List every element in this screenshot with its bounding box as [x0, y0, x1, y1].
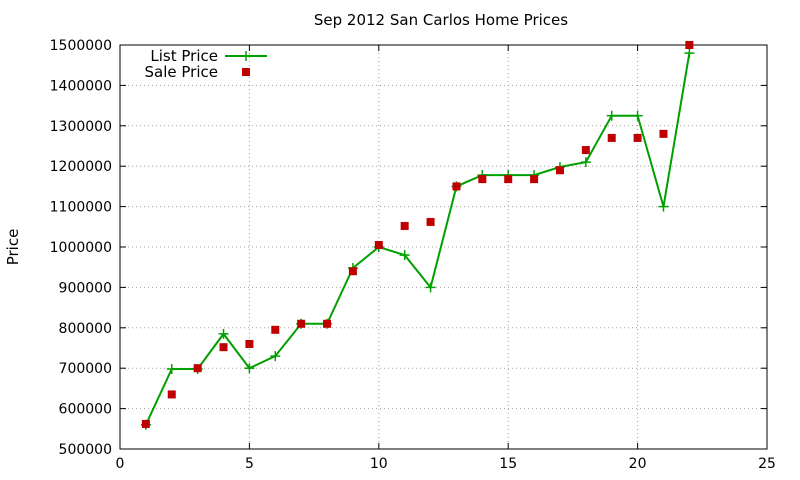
- data-point: [166, 364, 177, 375]
- data-point: [348, 267, 357, 276]
- plot-border: [119, 44, 768, 450]
- legend-label: List Price: [150, 47, 218, 65]
- data-point: [167, 390, 176, 399]
- x-tick-label: 0: [116, 456, 125, 472]
- x-tick-label: 10: [370, 456, 388, 472]
- series-layer: [140, 41, 695, 430]
- grid-lines: [120, 45, 767, 449]
- data-point: [426, 217, 435, 226]
- data-point: [218, 328, 229, 339]
- data-point: [244, 363, 255, 374]
- series-sale-price: [141, 41, 694, 428]
- data-point: [606, 110, 617, 121]
- data-point: [400, 221, 409, 230]
- y-tick-label: 600000: [59, 402, 112, 418]
- data-point: [193, 364, 202, 373]
- data-point: [271, 325, 280, 334]
- series-line: [144, 52, 691, 426]
- legend-marker: [242, 68, 250, 76]
- data-point: [530, 175, 539, 184]
- data-point: [478, 175, 487, 184]
- y-tick-label: 1500000: [50, 38, 112, 54]
- data-point: [580, 157, 591, 168]
- data-point: [219, 343, 228, 352]
- data-point: [297, 319, 306, 328]
- y-tick-label: 700000: [59, 361, 112, 377]
- y-tick-label: 800000: [59, 321, 112, 337]
- data-point: [425, 282, 436, 293]
- chart-title: Sep 2012 San Carlos Home Prices: [314, 11, 568, 29]
- data-point: [685, 41, 694, 49]
- data-point: [323, 319, 332, 328]
- data-point: [374, 240, 383, 249]
- data-point: [555, 166, 564, 175]
- x-tick-label: 5: [245, 456, 254, 472]
- y-tick-label: 1000000: [50, 240, 112, 256]
- data-point: [270, 351, 281, 362]
- y-tick-label: 1300000: [50, 119, 112, 135]
- x-tick-label: 15: [499, 456, 517, 472]
- data-point: [659, 129, 668, 138]
- y-tick-label: 500000: [59, 442, 112, 458]
- data-point: [684, 48, 695, 59]
- y-tick-label: 900000: [59, 280, 112, 296]
- data-point: [658, 201, 669, 212]
- y-axis-label: Price: [4, 229, 22, 266]
- x-tick-label: 20: [629, 456, 647, 472]
- data-point: [581, 146, 590, 155]
- data-point: [633, 133, 642, 142]
- y-tick-label: 1200000: [50, 159, 112, 175]
- axes: 0 5 10 15 20 25 500000 600000 700000 800000 900000…: [50, 38, 776, 472]
- data-point: [141, 419, 150, 428]
- data-point: [452, 182, 461, 191]
- data-point: [245, 339, 254, 348]
- data-point: [504, 175, 513, 184]
- data-point: [632, 110, 643, 121]
- y-tick-label: 1100000: [50, 200, 112, 216]
- y-tick-label: 1400000: [50, 78, 112, 94]
- legend-entry: List Price: [150, 47, 267, 65]
- series-list-price: [140, 48, 695, 430]
- x-tick-label: 25: [758, 456, 776, 472]
- data-point: [607, 133, 616, 142]
- legend-entry: Sale Price: [145, 63, 250, 81]
- legend-label: Sale Price: [145, 63, 218, 81]
- data-point: [399, 250, 410, 261]
- legend-marker: [241, 51, 251, 61]
